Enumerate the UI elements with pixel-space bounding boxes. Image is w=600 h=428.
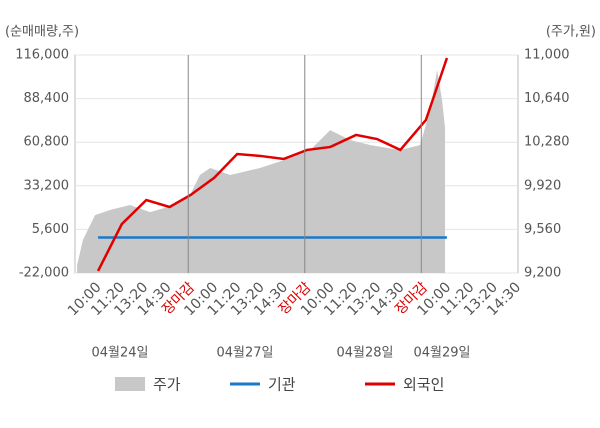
y2-axis-label: (주가,원)	[546, 25, 596, 40]
y-axis-label: (순매매량,주)	[5, 25, 79, 40]
y-tick-label: 33,200	[24, 178, 70, 193]
y2-tick-label: 9,200	[524, 266, 561, 281]
legend-label: 주가	[153, 376, 181, 394]
y2-tick-label: 9,560	[524, 222, 561, 237]
date-label: 04월28일	[336, 346, 393, 361]
date-label: 04월29일	[413, 346, 470, 361]
legend-label: 외국인	[403, 376, 444, 394]
series-line	[96, 57, 449, 272]
date-label: 04월27일	[216, 346, 273, 361]
y-tick-label: 60,800	[24, 135, 70, 150]
y-tick-label: -22,000	[19, 266, 69, 281]
y2-tick-label: 10,280	[524, 135, 570, 150]
y-tick-label: 5,600	[32, 222, 69, 237]
y2-tick-label: 11,000	[524, 48, 570, 63]
y2-tick-label: 10,640	[524, 91, 570, 106]
price-area	[77, 70, 446, 273]
date-label: 04월24일	[91, 346, 148, 361]
legend-label: 기관	[268, 376, 296, 394]
y-tick-label: 116,000	[15, 48, 69, 63]
legend-swatch	[115, 377, 145, 391]
y-tick-label: 88,400	[24, 91, 70, 106]
y2-tick-label: 9,920	[524, 178, 561, 193]
